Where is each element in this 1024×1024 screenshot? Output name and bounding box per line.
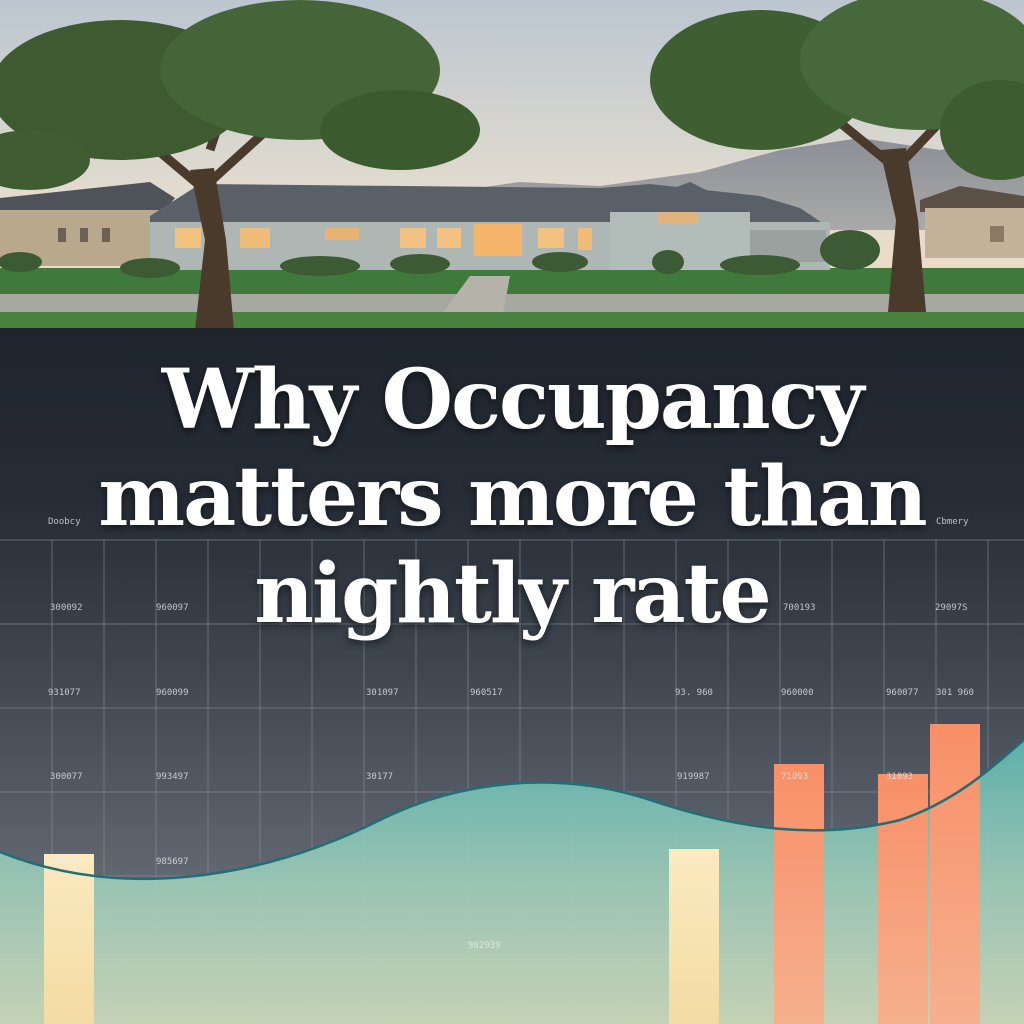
scribble-label: 301 960 [936,688,974,698]
headline-line-2: matters more than [98,449,927,545]
scribble-label: 300092 [50,603,83,613]
shrubs [0,230,880,278]
right-header-label: Cbmery [936,517,969,527]
scribble-label: 960097 [156,603,189,613]
right-house [920,186,1024,258]
highlight-bar-2 [669,849,719,1024]
trend-curve [0,739,1024,881]
scribble-label: 700193 [783,603,816,613]
left-tree [0,0,480,330]
right-tree [650,0,1024,312]
scribble-label: 300077 [50,772,83,782]
scribble-label: 960077 [886,688,919,698]
headline: Why Occupancy matters more than nightly … [0,352,1024,643]
scribble-label: 93. 960 [675,688,713,698]
scribble-label: 740107 [50,857,83,867]
scribble-label: 985697 [156,857,189,867]
scribble-label: 931077 [48,688,81,698]
scribble-label: 960000 [781,688,814,698]
area-fill [0,740,1024,1024]
scribble-label: 960517 [470,688,503,698]
left-header-label: Doobcy [48,517,81,527]
scribble-label: 71093 [781,772,809,782]
scribble-label: 960099 [156,688,189,698]
headline-line-1: Why Occupancy [161,352,864,448]
scribble-label: 29097S [935,603,968,613]
scribble-label: 982939 [468,941,501,951]
scribble-label: 993497 [156,772,189,782]
highlight-bar-3 [774,764,824,1024]
headline-line-3: nightly rate [254,546,771,642]
scribble-label: 31093 [886,772,914,782]
scribble-label: 301097 [366,688,399,698]
left-house [0,182,175,266]
highlight-bar-1 [44,854,94,1024]
bar-series [44,724,980,1024]
scribble-label: 30177 [366,772,394,782]
highlight-bar-4 [878,774,928,1024]
main-house [150,182,830,270]
highlight-bar-5 [930,724,980,1024]
scribble-label: 919987 [677,772,710,782]
sidewalk [0,294,1024,312]
